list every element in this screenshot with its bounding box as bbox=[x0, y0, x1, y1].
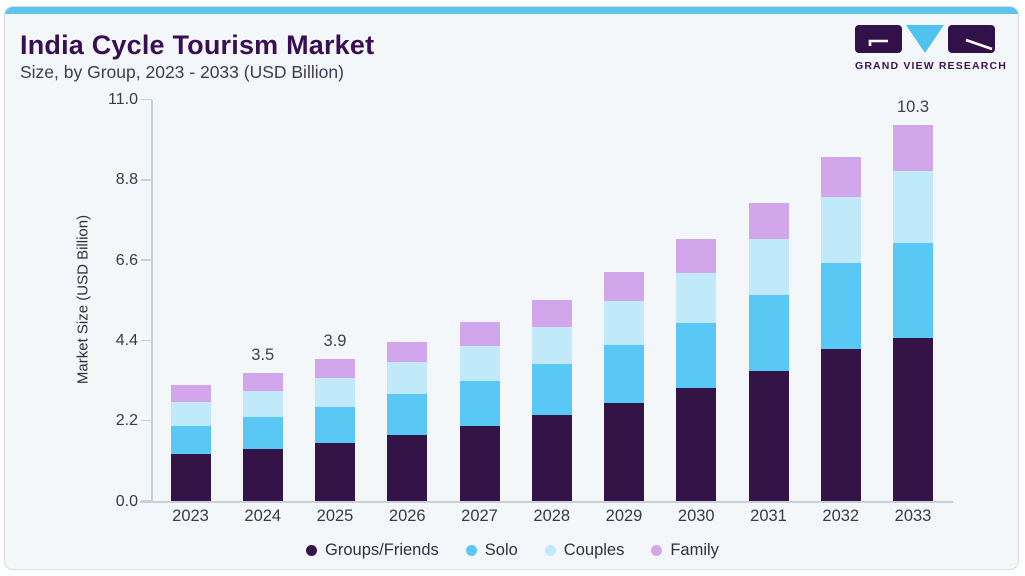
bar-segment-couples-2028 bbox=[531, 326, 572, 365]
legend-dot-icon bbox=[651, 544, 663, 556]
bar-segment-groups-friends-2031 bbox=[748, 370, 789, 501]
bar-segment-solo-2031 bbox=[748, 295, 789, 371]
x-tick-label: 2028 bbox=[533, 507, 571, 525]
y-tick-label: 6.6 bbox=[115, 251, 138, 269]
y-tick-label: 11.0 bbox=[108, 91, 138, 108]
bar-segment-solo-2029 bbox=[604, 345, 644, 403]
bar-segment-family-2027 bbox=[459, 321, 500, 347]
bar-total-label: 3.5 bbox=[251, 346, 275, 365]
bar-segment-groups-friends-2033 bbox=[893, 337, 933, 501]
bar-segment-couples-2030 bbox=[676, 272, 717, 323]
bar-total-label: 3.9 bbox=[323, 331, 347, 350]
y-tick-label: 8.8 bbox=[115, 171, 138, 189]
bar-segment-family-2023 bbox=[170, 384, 211, 402]
x-tick-label: 2026 bbox=[388, 507, 426, 525]
bar-segment-solo-2028 bbox=[531, 364, 572, 415]
bar-segment-family-2032 bbox=[820, 157, 861, 198]
x-tick-label: 2033 bbox=[894, 507, 932, 525]
bar-segment-couples-2024 bbox=[242, 390, 283, 418]
bar-segment-solo-2032 bbox=[820, 263, 861, 350]
y-axis-line bbox=[151, 99, 153, 501]
logo-g-icon bbox=[855, 25, 902, 53]
grand-view-research-logo: GRAND VIEW RESEARCH bbox=[855, 25, 1007, 72]
bar-segment-solo-2030 bbox=[676, 322, 717, 388]
legend-dot-icon bbox=[306, 544, 318, 556]
y-tick-mark bbox=[141, 98, 152, 101]
bar-segment-couples-2033 bbox=[893, 170, 933, 243]
bar-segment-groups-friends-2025 bbox=[315, 442, 355, 501]
page-subtitle: Size, by Group, 2023 - 2033 (USD Billion… bbox=[20, 62, 344, 82]
x-axis-line bbox=[140, 500, 953, 503]
y-axis-title: Market Size (USD Billion) bbox=[74, 214, 92, 385]
logo-wordmark: GRAND VIEW RESEARCH bbox=[855, 60, 1007, 72]
bar-segment-solo-2024 bbox=[242, 417, 283, 450]
bar-segment-groups-friends-2024 bbox=[242, 449, 283, 501]
bar-total-label: 10.3 bbox=[896, 98, 930, 117]
bar-segment-groups-friends-2023 bbox=[170, 453, 211, 501]
bar-segment-couples-2026 bbox=[387, 362, 428, 395]
bar-segment-family-2026 bbox=[387, 342, 428, 363]
bar-segment-groups-friends-2026 bbox=[387, 434, 428, 501]
bar-segment-family-2033 bbox=[893, 125, 933, 171]
bar-segment-solo-2033 bbox=[893, 242, 933, 338]
bar-segment-couples-2031 bbox=[748, 238, 789, 296]
bar-segment-solo-2023 bbox=[170, 425, 211, 454]
bar-segment-family-2024 bbox=[242, 373, 283, 391]
y-tick-mark bbox=[141, 179, 152, 181]
x-tick-label: 2030 bbox=[677, 507, 715, 525]
logo-marks bbox=[855, 25, 1000, 53]
bar-segment-family-2031 bbox=[748, 202, 789, 239]
y-tick-mark bbox=[141, 419, 152, 422]
bar-segment-groups-friends-2032 bbox=[820, 349, 861, 501]
bar-segment-couples-2025 bbox=[315, 377, 355, 407]
chart-legend: Groups/Friends Solo Couples Family bbox=[0, 539, 1025, 561]
legend-label: Couples bbox=[563, 540, 625, 559]
bar-segment-family-2025 bbox=[315, 358, 355, 378]
bar-segment-couples-2032 bbox=[820, 197, 861, 263]
bar-segment-solo-2026 bbox=[387, 394, 428, 435]
x-tick-label: 2027 bbox=[461, 507, 498, 525]
y-tick-mark bbox=[141, 259, 152, 261]
legend-label: Solo bbox=[484, 540, 518, 559]
bar-segment-family-2029 bbox=[604, 272, 644, 301]
bar-segment-couples-2029 bbox=[604, 300, 644, 346]
logo-v-icon bbox=[906, 25, 944, 53]
x-tick-label: 2024 bbox=[244, 507, 282, 525]
y-tick-label: 2.2 bbox=[115, 412, 138, 430]
legend-item-groups-friends: Groups/Friends bbox=[306, 541, 439, 560]
y-tick-label: 4.4 bbox=[115, 331, 138, 349]
x-tick-label: 2031 bbox=[750, 507, 787, 525]
legend-dot-icon bbox=[544, 544, 556, 556]
legend-label: Family bbox=[670, 540, 719, 559]
y-tick-label: 0.0 bbox=[115, 492, 138, 510]
x-tick-label: 2025 bbox=[316, 507, 354, 525]
bar-segment-family-2028 bbox=[531, 299, 572, 327]
bar-segment-groups-friends-2029 bbox=[604, 402, 644, 501]
legend-item-solo: Solo bbox=[465, 540, 518, 560]
bar-segment-solo-2027 bbox=[459, 380, 500, 426]
legend-dot-icon bbox=[465, 544, 477, 556]
y-tick-mark bbox=[141, 339, 152, 342]
bar-segment-solo-2025 bbox=[315, 406, 355, 443]
x-tick-label: 2023 bbox=[172, 507, 209, 525]
logo-r-icon bbox=[948, 25, 995, 53]
bar-segment-couples-2023 bbox=[170, 401, 211, 426]
bar-segment-couples-2027 bbox=[459, 346, 500, 381]
legend-item-couples: Couples bbox=[544, 540, 625, 560]
bar-segment-groups-friends-2030 bbox=[676, 387, 717, 501]
legend-label: Groups/Friends bbox=[325, 540, 439, 559]
bar-segment-groups-friends-2028 bbox=[531, 414, 572, 501]
bar-segment-family-2030 bbox=[676, 238, 717, 273]
legend-item-family: Family bbox=[651, 541, 719, 560]
x-tick-label: 2029 bbox=[605, 507, 643, 525]
accent-strip bbox=[5, 7, 1018, 14]
x-tick-label: 2032 bbox=[822, 507, 860, 525]
bar-segment-groups-friends-2027 bbox=[459, 425, 500, 501]
page-title: India Cycle Tourism Market bbox=[20, 30, 375, 60]
